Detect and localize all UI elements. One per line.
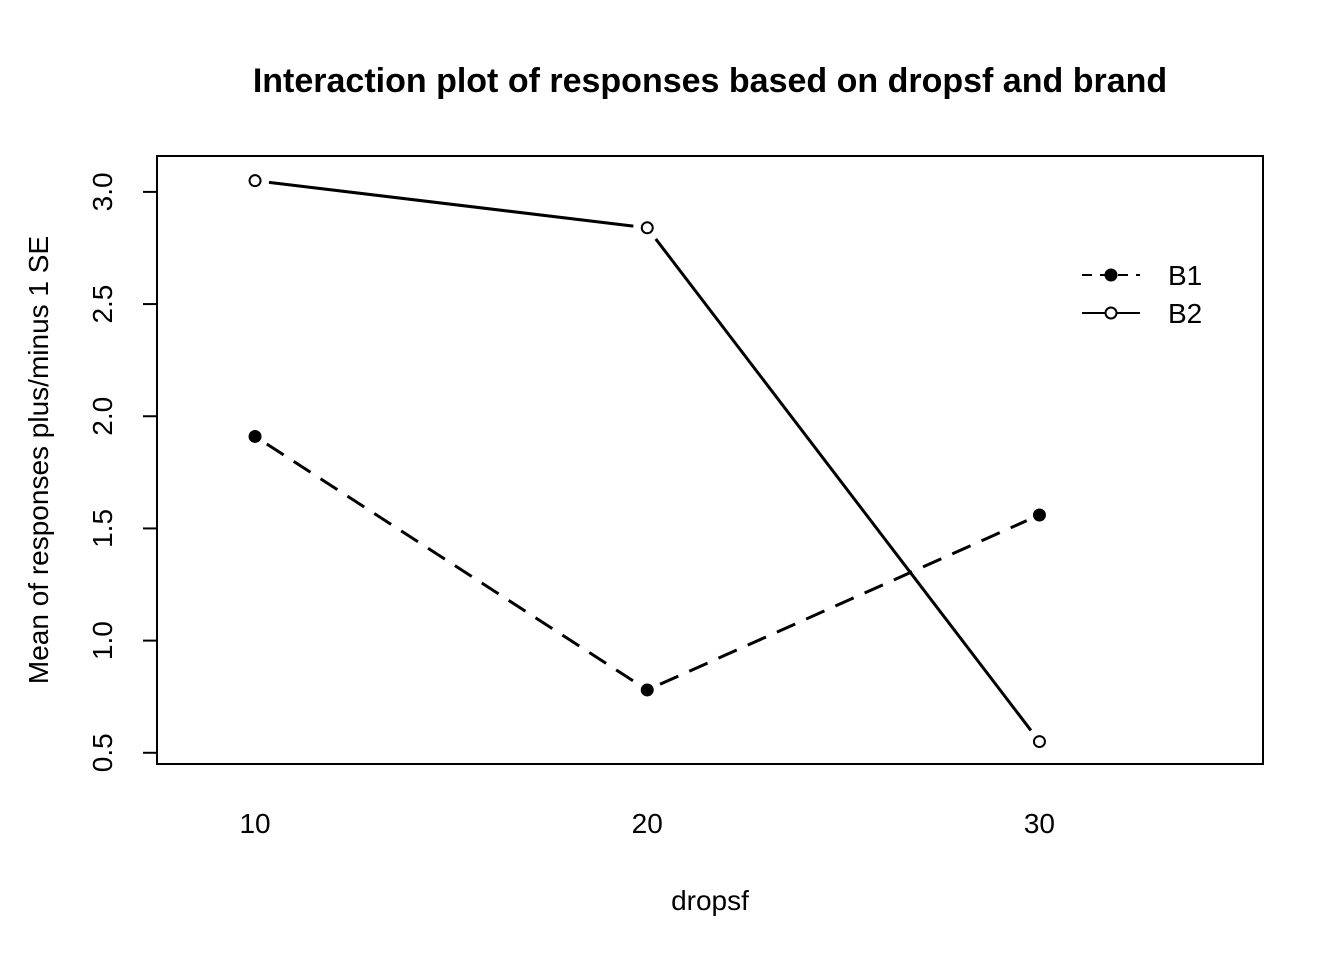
series-b1 (248, 429, 1046, 697)
series-b1-segment (265, 442, 637, 684)
x-axis: 10 20 30 (239, 808, 1055, 839)
x-tick-label: 20 (632, 808, 663, 839)
y-axis: 0.5 1.0 1.5 2.0 2.5 3.0 (87, 172, 158, 772)
data-point-b2 (640, 221, 654, 235)
y-tick-label: 2.0 (87, 397, 118, 436)
series-b1-segment (659, 519, 1028, 686)
y-tick-label: 1.5 (87, 509, 118, 548)
series-b2-segment (268, 180, 634, 228)
data-point-b2 (1032, 735, 1046, 749)
data-point-b2 (248, 174, 262, 188)
plot-frame (156, 155, 1264, 765)
legend-marker (1104, 268, 1118, 282)
y-tick-label: 1.0 (87, 621, 118, 660)
y-tick-label: 2.5 (87, 285, 118, 324)
legend-label: B2 (1168, 298, 1202, 329)
y-tick-label: 0.5 (87, 733, 118, 772)
x-tick-label: 10 (239, 808, 270, 839)
legend-item-b2: B2 (1082, 298, 1202, 329)
series-b2-segment (654, 238, 1033, 732)
legend-marker (1104, 306, 1118, 320)
y-tick-label: 3.0 (87, 172, 118, 211)
data-point-b1 (640, 683, 654, 697)
x-axis-label: dropsf (671, 885, 749, 916)
data-point-b1 (248, 429, 262, 443)
x-tick-label: 30 (1024, 808, 1055, 839)
series-layer (248, 174, 1046, 749)
chart-title: Interaction plot of responses based on d… (253, 62, 1167, 100)
y-axis-label: Mean of responses plus/minus 1 SE (23, 236, 54, 684)
series-b2 (248, 174, 1046, 749)
legend-label: B1 (1168, 260, 1202, 291)
data-point-b1 (1032, 508, 1046, 522)
legend-item-b1: B1 (1082, 260, 1202, 291)
